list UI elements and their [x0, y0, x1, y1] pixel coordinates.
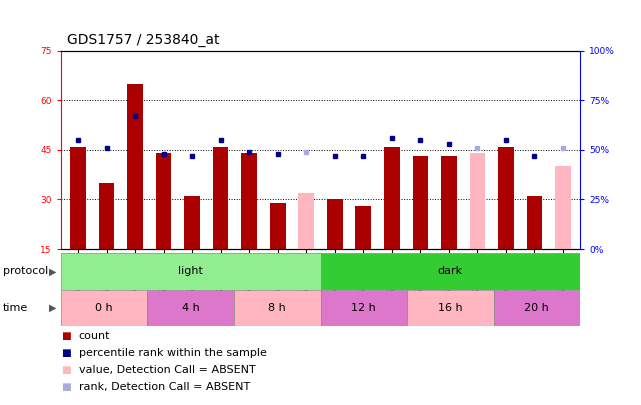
Text: rank, Detection Call = ABSENT: rank, Detection Call = ABSENT: [79, 382, 250, 392]
Text: ■: ■: [61, 331, 71, 341]
Text: light: light: [178, 266, 203, 276]
Bar: [70, 147, 86, 249]
Text: 4 h: 4 h: [182, 303, 199, 313]
Bar: [327, 199, 342, 249]
Bar: [99, 183, 114, 249]
Bar: [127, 84, 143, 249]
Text: 20 h: 20 h: [524, 303, 549, 313]
Text: ■: ■: [61, 382, 71, 392]
Bar: [241, 153, 257, 249]
Text: 12 h: 12 h: [351, 303, 376, 313]
Text: dark: dark: [438, 266, 463, 276]
Bar: [407, 290, 494, 326]
Text: count: count: [79, 331, 110, 341]
Text: 0 h: 0 h: [96, 303, 113, 313]
Text: GDS1757 / 253840_at: GDS1757 / 253840_at: [67, 32, 220, 47]
Text: 16 h: 16 h: [438, 303, 463, 313]
Text: value, Detection Call = ABSENT: value, Detection Call = ABSENT: [79, 365, 256, 375]
Bar: [470, 153, 485, 249]
Bar: [441, 156, 457, 249]
Bar: [213, 147, 228, 249]
Bar: [384, 147, 400, 249]
Text: protocol: protocol: [3, 266, 49, 276]
Bar: [61, 290, 147, 326]
Bar: [555, 166, 571, 249]
Bar: [320, 290, 407, 326]
Bar: [320, 253, 580, 290]
Bar: [61, 253, 320, 290]
Text: time: time: [3, 303, 28, 313]
Text: ■: ■: [61, 348, 71, 358]
Bar: [527, 196, 542, 249]
Bar: [494, 290, 580, 326]
Bar: [184, 196, 200, 249]
Bar: [356, 206, 371, 249]
Text: percentile rank within the sample: percentile rank within the sample: [79, 348, 267, 358]
Text: ▶: ▶: [49, 266, 57, 276]
Text: ▶: ▶: [49, 303, 57, 313]
Text: 8 h: 8 h: [269, 303, 286, 313]
Bar: [234, 290, 320, 326]
Bar: [156, 153, 171, 249]
Bar: [270, 203, 285, 249]
Bar: [413, 156, 428, 249]
Bar: [299, 193, 314, 249]
Text: ■: ■: [61, 365, 71, 375]
Bar: [498, 147, 514, 249]
Bar: [147, 290, 234, 326]
